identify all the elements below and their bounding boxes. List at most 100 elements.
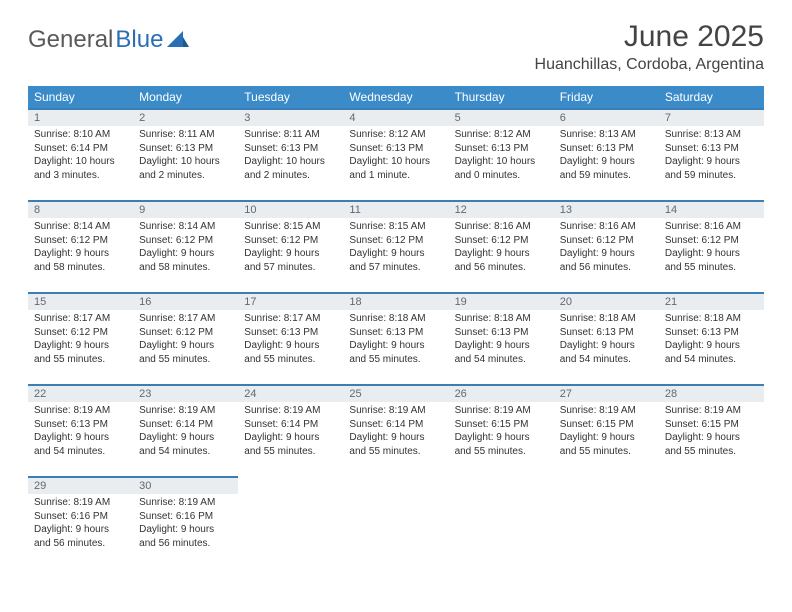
day-details: Sunrise: 8:19 AMSunset: 6:14 PMDaylight:…: [343, 402, 448, 462]
day-cell: 2Sunrise: 8:11 AMSunset: 6:13 PMDaylight…: [133, 109, 238, 195]
daylight-text: Daylight: 9 hours and 55 minutes.: [665, 431, 758, 458]
day-details: Sunrise: 8:16 AMSunset: 6:12 PMDaylight:…: [449, 218, 554, 278]
daylight-text: Daylight: 9 hours and 57 minutes.: [349, 247, 442, 274]
sunrise-text: Sunrise: 8:17 AM: [139, 312, 232, 326]
sunset-text: Sunset: 6:15 PM: [560, 418, 653, 432]
daylight-text: Daylight: 10 hours and 2 minutes.: [244, 155, 337, 182]
sunrise-text: Sunrise: 8:11 AM: [244, 128, 337, 142]
sunset-text: Sunset: 6:13 PM: [455, 326, 548, 340]
daylight-text: Daylight: 9 hours and 56 minutes.: [139, 523, 232, 550]
day-cell: 16Sunrise: 8:17 AMSunset: 6:12 PMDayligh…: [133, 293, 238, 379]
logo-sail-icon: [167, 31, 189, 49]
sunrise-text: Sunrise: 8:19 AM: [139, 404, 232, 418]
day-cell: 22Sunrise: 8:19 AMSunset: 6:13 PMDayligh…: [28, 385, 133, 471]
sunset-text: Sunset: 6:12 PM: [139, 234, 232, 248]
daylight-text: Daylight: 9 hours and 55 minutes.: [665, 247, 758, 274]
sunset-text: Sunset: 6:14 PM: [349, 418, 442, 432]
day-number: 13: [554, 201, 659, 218]
daylight-text: Daylight: 10 hours and 3 minutes.: [34, 155, 127, 182]
sunrise-text: Sunrise: 8:14 AM: [34, 220, 127, 234]
day-number: 8: [28, 201, 133, 218]
day-number: 9: [133, 201, 238, 218]
sunrise-text: Sunrise: 8:18 AM: [349, 312, 442, 326]
day-cell: 7Sunrise: 8:13 AMSunset: 6:13 PMDaylight…: [659, 109, 764, 195]
day-cell: 9Sunrise: 8:14 AMSunset: 6:12 PMDaylight…: [133, 201, 238, 287]
day-details: Sunrise: 8:16 AMSunset: 6:12 PMDaylight:…: [554, 218, 659, 278]
sunrise-text: Sunrise: 8:19 AM: [139, 496, 232, 510]
sunset-text: Sunset: 6:12 PM: [34, 234, 127, 248]
daylight-text: Daylight: 9 hours and 54 minutes.: [560, 339, 653, 366]
day-number: 6: [554, 109, 659, 126]
day-cell: 15Sunrise: 8:17 AMSunset: 6:12 PMDayligh…: [28, 293, 133, 379]
day-cell: 14Sunrise: 8:16 AMSunset: 6:12 PMDayligh…: [659, 201, 764, 287]
header: GeneralBlue June 2025 Huanchillas, Cordo…: [28, 20, 764, 74]
day-number: 17: [238, 293, 343, 310]
day-details: Sunrise: 8:12 AMSunset: 6:13 PMDaylight:…: [343, 126, 448, 186]
day-header-row: Sunday Monday Tuesday Wednesday Thursday…: [28, 86, 764, 109]
page-title: June 2025: [535, 20, 764, 54]
day-details: Sunrise: 8:19 AMSunset: 6:15 PMDaylight:…: [554, 402, 659, 462]
daylight-text: Daylight: 10 hours and 0 minutes.: [455, 155, 548, 182]
day-number: 7: [659, 109, 764, 126]
sunrise-text: Sunrise: 8:12 AM: [455, 128, 548, 142]
day-header: Thursday: [449, 86, 554, 109]
sunset-text: Sunset: 6:12 PM: [139, 326, 232, 340]
daylight-text: Daylight: 9 hours and 59 minutes.: [560, 155, 653, 182]
sunset-text: Sunset: 6:13 PM: [34, 418, 127, 432]
sunset-text: Sunset: 6:15 PM: [665, 418, 758, 432]
logo-text-blue: Blue: [115, 26, 163, 54]
logo: GeneralBlue: [28, 20, 189, 54]
daylight-text: Daylight: 9 hours and 55 minutes.: [349, 339, 442, 366]
daylight-text: Daylight: 9 hours and 55 minutes.: [244, 431, 337, 458]
day-header: Friday: [554, 86, 659, 109]
sunrise-text: Sunrise: 8:19 AM: [665, 404, 758, 418]
day-number: 29: [28, 477, 133, 494]
daylight-text: Daylight: 9 hours and 55 minutes.: [560, 431, 653, 458]
day-number: 28: [659, 385, 764, 402]
day-details: Sunrise: 8:13 AMSunset: 6:13 PMDaylight:…: [554, 126, 659, 186]
sunset-text: Sunset: 6:12 PM: [455, 234, 548, 248]
sunset-text: Sunset: 6:13 PM: [665, 142, 758, 156]
day-cell: [449, 477, 554, 563]
sunset-text: Sunset: 6:13 PM: [139, 142, 232, 156]
day-cell: 19Sunrise: 8:18 AMSunset: 6:13 PMDayligh…: [449, 293, 554, 379]
daylight-text: Daylight: 9 hours and 58 minutes.: [139, 247, 232, 274]
day-cell: [659, 477, 764, 563]
day-cell: 10Sunrise: 8:15 AMSunset: 6:12 PMDayligh…: [238, 201, 343, 287]
daylight-text: Daylight: 9 hours and 56 minutes.: [34, 523, 127, 550]
daylight-text: Daylight: 9 hours and 55 minutes.: [34, 339, 127, 366]
day-header: Tuesday: [238, 86, 343, 109]
sunrise-text: Sunrise: 8:10 AM: [34, 128, 127, 142]
sunrise-text: Sunrise: 8:16 AM: [560, 220, 653, 234]
sunrise-text: Sunrise: 8:16 AM: [665, 220, 758, 234]
day-number: 2: [133, 109, 238, 126]
day-cell: 8Sunrise: 8:14 AMSunset: 6:12 PMDaylight…: [28, 201, 133, 287]
daylight-text: Daylight: 9 hours and 56 minutes.: [560, 247, 653, 274]
sunrise-text: Sunrise: 8:19 AM: [455, 404, 548, 418]
sunset-text: Sunset: 6:12 PM: [665, 234, 758, 248]
day-number: 26: [449, 385, 554, 402]
week-row: 15Sunrise: 8:17 AMSunset: 6:12 PMDayligh…: [28, 293, 764, 379]
sunset-text: Sunset: 6:13 PM: [455, 142, 548, 156]
sunrise-text: Sunrise: 8:19 AM: [34, 496, 127, 510]
day-details: Sunrise: 8:17 AMSunset: 6:13 PMDaylight:…: [238, 310, 343, 370]
day-details: Sunrise: 8:14 AMSunset: 6:12 PMDaylight:…: [28, 218, 133, 278]
day-details: Sunrise: 8:14 AMSunset: 6:12 PMDaylight:…: [133, 218, 238, 278]
daylight-text: Daylight: 9 hours and 55 minutes.: [244, 339, 337, 366]
day-cell: 20Sunrise: 8:18 AMSunset: 6:13 PMDayligh…: [554, 293, 659, 379]
day-details: Sunrise: 8:19 AMSunset: 6:15 PMDaylight:…: [449, 402, 554, 462]
day-details: Sunrise: 8:17 AMSunset: 6:12 PMDaylight:…: [28, 310, 133, 370]
day-number: 5: [449, 109, 554, 126]
day-cell: 13Sunrise: 8:16 AMSunset: 6:12 PMDayligh…: [554, 201, 659, 287]
sunrise-text: Sunrise: 8:15 AM: [244, 220, 337, 234]
location-text: Huanchillas, Cordoba, Argentina: [535, 56, 764, 74]
day-number: 19: [449, 293, 554, 310]
day-number: 20: [554, 293, 659, 310]
day-cell: 23Sunrise: 8:19 AMSunset: 6:14 PMDayligh…: [133, 385, 238, 471]
day-cell: 21Sunrise: 8:18 AMSunset: 6:13 PMDayligh…: [659, 293, 764, 379]
daylight-text: Daylight: 9 hours and 59 minutes.: [665, 155, 758, 182]
daylight-text: Daylight: 9 hours and 54 minutes.: [455, 339, 548, 366]
day-details: Sunrise: 8:19 AMSunset: 6:15 PMDaylight:…: [659, 402, 764, 462]
day-cell: 30Sunrise: 8:19 AMSunset: 6:16 PMDayligh…: [133, 477, 238, 563]
daylight-text: Daylight: 10 hours and 2 minutes.: [139, 155, 232, 182]
